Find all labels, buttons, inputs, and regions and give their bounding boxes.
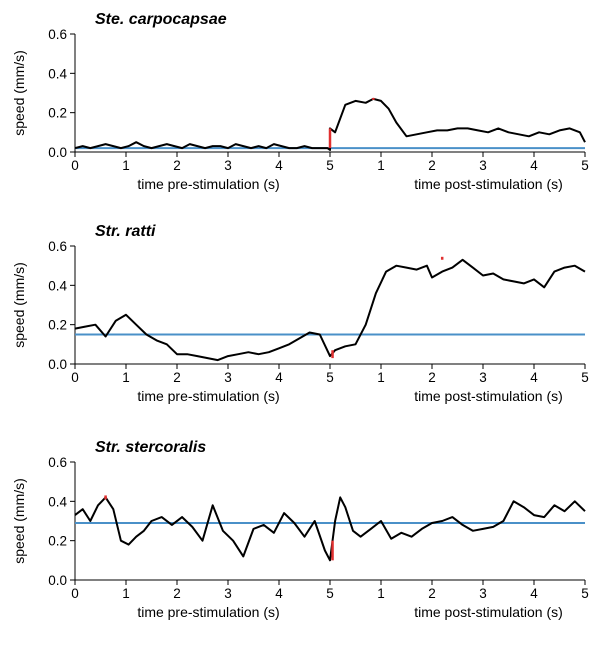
x-tick-label-pre: 4: [275, 158, 283, 173]
x-tick-label-pre: 0: [71, 158, 79, 173]
x-tick-label-post: 3: [479, 370, 487, 385]
x-tick-label-pre: 4: [275, 370, 283, 385]
y-tick-label: 0.2: [48, 106, 67, 121]
x-tick-label-post: 4: [530, 586, 538, 601]
x-tick-label-pre: 3: [224, 370, 232, 385]
x-axis-label-pre: time pre-stimulation (s): [137, 388, 279, 404]
y-axis-label: speed (mm/s): [11, 478, 27, 564]
speed-trace: [74, 97, 586, 151]
x-tick-label-pre: 2: [173, 586, 181, 601]
y-axis-label: speed (mm/s): [11, 262, 27, 348]
x-tick-label-pre: 1: [122, 158, 130, 173]
x-tick-label-pre: 2: [173, 370, 181, 385]
panel-title: Str. stercoralis: [95, 439, 206, 456]
x-tick-label-pre: 5: [326, 586, 334, 601]
y-tick-label: 0.6: [48, 27, 67, 42]
x-axis-label-pre: time pre-stimulation (s): [137, 176, 279, 192]
x-axis-label-pre: time pre-stimulation (s): [137, 604, 279, 620]
x-tick-label-post: 5: [581, 158, 589, 173]
speed-trace: [74, 258, 586, 362]
y-tick-label: 0.2: [48, 534, 67, 549]
x-tick-label-pre: 2: [173, 158, 181, 173]
x-tick-label-post: 2: [428, 158, 436, 173]
panel-1: Ste. carpocapsae 0.0 0.2 0.4 0.6 speed (mm/s)…: [11, 11, 589, 192]
x-tick-label-pre: 3: [224, 586, 232, 601]
y-tick-label: 0.6: [48, 455, 67, 470]
x-tick-label-post: 1: [377, 586, 385, 601]
x-tick-label-post: 5: [581, 370, 589, 385]
x-tick-label-post: 3: [479, 586, 487, 601]
y-tick-label: 0.0: [48, 357, 67, 372]
x-tick-label-pre: 1: [122, 586, 130, 601]
x-tick-label-pre: 4: [275, 586, 283, 601]
x-tick-label-pre: 0: [71, 370, 79, 385]
y-tick-label: 0.4: [48, 278, 67, 293]
x-tick-label-pre: 0: [71, 586, 79, 601]
panel-title: Str. ratti: [95, 223, 156, 240]
panel-3: Str. stercoralis 0.0 0.2 0.4 0.6 speed (mm/s)…: [11, 439, 589, 620]
y-tick-label: 0.4: [48, 66, 67, 81]
x-tick-label-pre: 5: [326, 370, 334, 385]
x-axis-label-post: time post-stimulation (s): [414, 176, 563, 192]
y-tick-label: 0.6: [48, 239, 67, 254]
panel-2: Str. ratti 0.0 0.2 0.4 0.6 speed (mm/s) 0 1 2 3 4 5…: [11, 223, 589, 404]
x-axis-label-post: time post-stimulation (s): [414, 388, 563, 404]
x-tick-label-pre: 3: [224, 158, 232, 173]
speed-trace: [74, 496, 586, 562]
panel-title: Ste. carpocapsae: [95, 11, 227, 28]
x-tick-label-post: 3: [479, 158, 487, 173]
y-tick-label: 0.0: [48, 573, 67, 588]
y-tick-label: 0.2: [48, 318, 67, 333]
y-tick-label: 0.0: [48, 145, 67, 160]
x-tick-label-post: 5: [581, 586, 589, 601]
x-tick-label-post: 2: [428, 370, 436, 385]
x-tick-label-pre: 1: [122, 370, 130, 385]
x-tick-label-post: 2: [428, 586, 436, 601]
x-tick-label-post: 4: [530, 370, 538, 385]
x-tick-label-post: 1: [377, 158, 385, 173]
y-tick-label: 0.4: [48, 494, 67, 509]
x-axis-label-post: time post-stimulation (s): [414, 604, 563, 620]
x-tick-label-post: 1: [377, 370, 385, 385]
y-axis-label: speed (mm/s): [11, 50, 27, 136]
x-tick-label-post: 4: [530, 158, 538, 173]
x-tick-label-pre: 5: [326, 158, 334, 173]
